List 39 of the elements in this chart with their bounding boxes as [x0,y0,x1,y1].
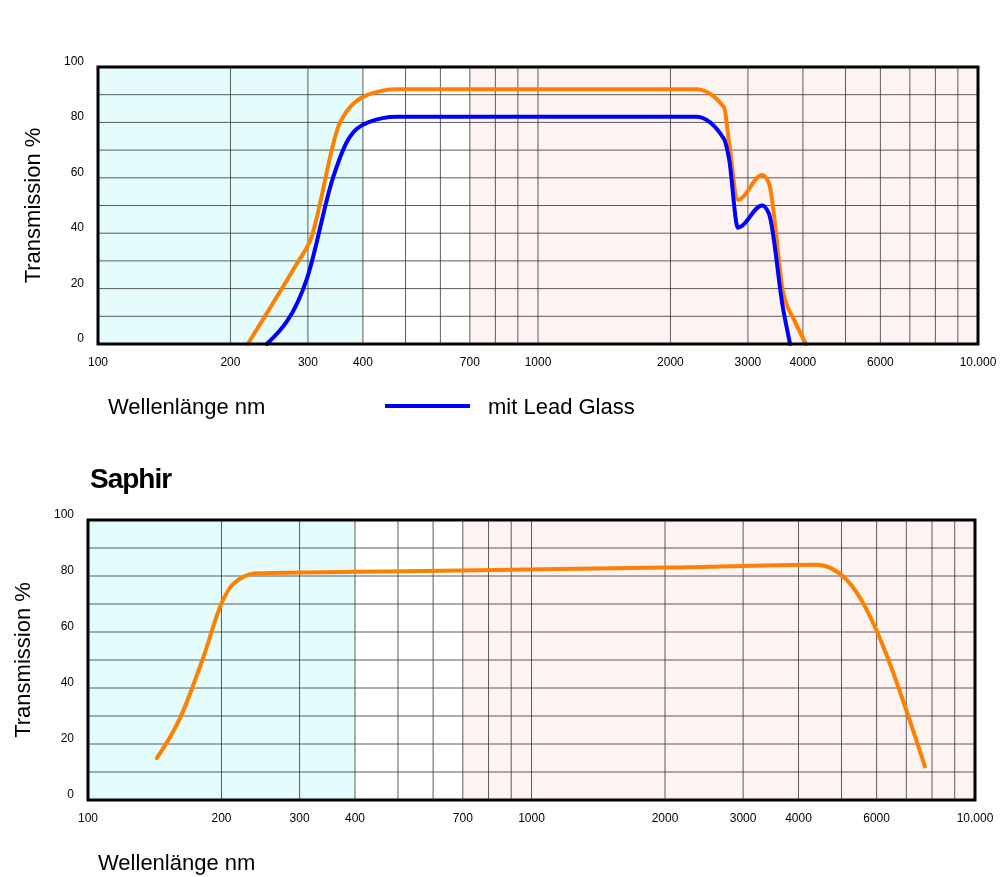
x-tick-label: 3000 [729,811,757,825]
y-tick-label: 100 [53,507,75,521]
x-tick-label: 400 [345,811,366,825]
y-tick-label: 20 [70,275,85,290]
x-tick-label: 3000 [734,355,762,369]
y-tick-label: 60 [70,164,85,179]
x-axis-title: Wellenlänge nm [108,394,266,419]
y-tick-label: 20 [60,731,75,745]
y-tick-label: 0 [77,331,85,345]
y-tick-label: 100 [63,54,85,68]
x-axis-title: Wellenlänge nm [98,850,256,875]
x-tick-label: 6000 [867,355,895,369]
x-tick-label: 4000 [785,811,813,825]
legend-label: mit Lead Glass [488,394,635,419]
x-tick-label: 2000 [657,355,685,369]
x-tick-label: 10.000 [959,355,997,369]
y-tick-label: 80 [60,563,75,577]
x-tick-label: 700 [452,811,474,825]
x-tick-label: 1000 [524,355,552,369]
chart-title: Saphir [90,463,173,494]
y-tick-label: 40 [60,675,75,689]
y-tick-label: 40 [70,220,85,235]
x-tick-label: 10.000 [956,811,994,825]
y-tick-label: 80 [70,109,85,124]
x-tick-label: 200 [211,811,232,825]
x-tick-label: 400 [352,355,374,369]
y-axis-title: Transmission % [10,582,35,738]
x-tick-label: 2000 [651,811,679,825]
x-tick-label: 4000 [789,355,817,369]
x-tick-label: 700 [459,355,481,369]
x-tick-label: 100 [87,355,109,369]
y-tick-label: 0 [67,787,75,801]
x-tick-label: 1000 [518,811,546,825]
x-tick-label: 6000 [863,811,891,825]
x-tick-label: 300 [289,811,310,825]
x-tick-label: 300 [297,355,319,369]
y-tick-label: 60 [60,619,75,633]
y-axis-title: Transmission % [20,127,45,284]
x-tick-label: 200 [220,355,241,369]
